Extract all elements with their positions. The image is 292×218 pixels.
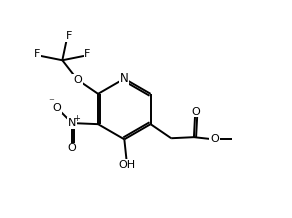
Text: F: F	[66, 31, 72, 41]
Text: +: +	[73, 114, 80, 123]
Text: O: O	[210, 134, 219, 144]
Text: O: O	[73, 75, 82, 85]
Text: OH: OH	[118, 160, 135, 170]
Text: O: O	[53, 103, 61, 113]
Text: O: O	[68, 143, 77, 153]
Text: N: N	[120, 72, 129, 85]
Text: ⁻: ⁻	[48, 97, 54, 107]
Text: O: O	[192, 107, 201, 117]
Text: F: F	[34, 49, 40, 59]
Text: F: F	[84, 49, 91, 59]
Text: N: N	[68, 118, 76, 128]
